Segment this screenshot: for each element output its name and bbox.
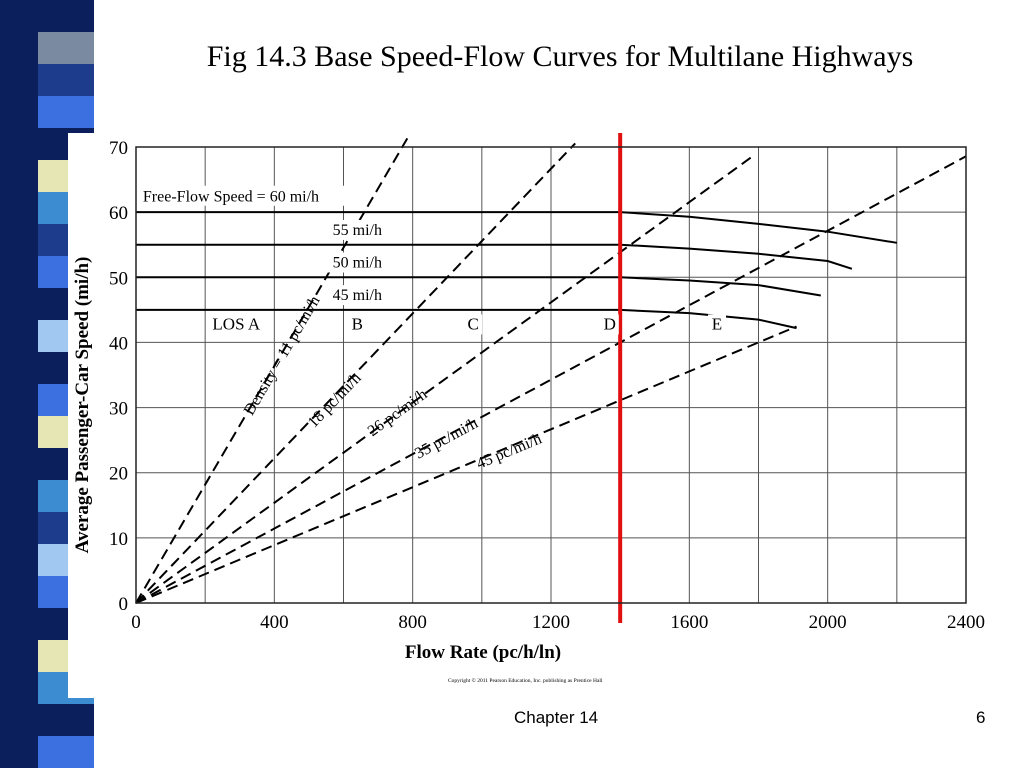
density-line-label: Density = 11 pc/mi/h <box>241 293 324 418</box>
stripe-block <box>38 64 94 97</box>
density-line-label: 26 pc/mi/h <box>365 386 431 440</box>
free-flow-speed-label: Free-Flow Speed = 60 mi/h <box>143 189 319 206</box>
density-line-label: 35 pc/mi/h <box>412 415 481 463</box>
stripe-block <box>38 736 94 768</box>
y-tick-label: 40 <box>109 333 128 354</box>
stripe-block <box>38 32 94 65</box>
speed-curve-label: 55 mi/h <box>333 222 382 239</box>
stripe-edge <box>0 0 38 768</box>
y-axis-title: Average Passenger-Car Speed (mi/h) <box>72 257 93 554</box>
x-tick-label: 800 <box>398 612 427 633</box>
y-tick-label: 50 <box>109 268 128 289</box>
stripe-block <box>38 96 94 129</box>
x-tick-label: 1600 <box>670 612 708 633</box>
label-background <box>348 314 367 335</box>
x-tick-label: 2000 <box>809 612 847 633</box>
x-tick-label: 400 <box>260 612 289 633</box>
label-background <box>207 314 266 335</box>
speed-curve-label: 45 mi/h <box>333 287 382 304</box>
speed-flow-curve <box>136 243 853 270</box>
los-label: E <box>712 314 722 333</box>
x-tick-label: 2400 <box>947 612 985 633</box>
label-background <box>708 314 726 335</box>
copyright-note: Copyright © 2011 Pearson Education, Inc.… <box>448 677 603 684</box>
slide-title: Fig 14.3 Base Speed-Flow Curves for Mult… <box>206 40 914 73</box>
label-background <box>323 285 392 306</box>
label-background <box>323 219 392 240</box>
label-background <box>140 185 357 206</box>
footer-chapter-label: Chapter 14 <box>514 708 599 727</box>
density-line <box>135 134 411 604</box>
density-line <box>135 153 756 604</box>
chart-panel: Free-Flow Speed = 60 mi/h 55 mi/h 50 mi/h 4… <box>68 93 998 698</box>
speed-flow-curve <box>136 308 797 330</box>
density-line-label: 45 pc/mi/h <box>474 430 544 472</box>
label-background <box>323 252 392 273</box>
y-tick-label: 60 <box>109 203 128 224</box>
y-tick-label: 10 <box>109 529 128 550</box>
x-axis-title: Flow Rate (pc/h/ln) <box>405 642 561 663</box>
los-label: LOS A <box>212 314 260 333</box>
density-line <box>135 325 797 604</box>
los-label: B <box>352 314 363 333</box>
y-tick-label: 20 <box>109 464 128 485</box>
speed-flow-chart: Free-Flow Speed = 60 mi/h 55 mi/h 50 mi/h 4… <box>72 93 985 684</box>
density-line <box>135 142 576 604</box>
speed-flow-curve <box>136 211 897 244</box>
speed-curve-label: 50 mi/h <box>333 255 382 272</box>
density-line-label: 18 pc/mi/h <box>305 370 365 432</box>
y-tick-label: 70 <box>109 138 128 159</box>
x-tick-label: 0 <box>131 612 141 633</box>
stripe-block <box>38 704 94 737</box>
los-label: C <box>468 314 479 333</box>
label-background <box>464 314 483 335</box>
los-label: D <box>604 314 616 333</box>
speed-flow-curve <box>136 276 821 297</box>
y-tick-label: 0 <box>119 594 129 615</box>
label-background <box>600 314 619 335</box>
stripe-block <box>38 0 94 33</box>
y-tick-label: 30 <box>109 399 128 420</box>
slide-page-number: 6 <box>976 708 986 727</box>
x-tick-label: 1200 <box>532 612 570 633</box>
plot-frame <box>135 146 967 604</box>
